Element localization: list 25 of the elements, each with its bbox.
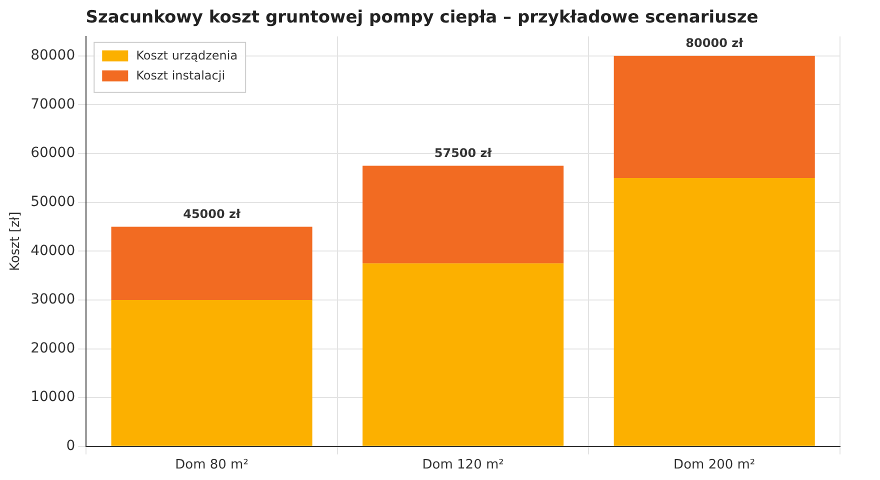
bar bbox=[111, 300, 312, 446]
total-label: 45000 zł bbox=[183, 206, 242, 221]
y-tick-label: 10000 bbox=[30, 389, 76, 406]
legend-label: Koszt instalacji bbox=[136, 68, 226, 83]
y-tick-label: 50000 bbox=[30, 194, 76, 210]
bar bbox=[362, 166, 564, 264]
x-tick-label: Dom 200 m² bbox=[674, 458, 756, 473]
y-tick-label: 70000 bbox=[30, 96, 76, 112]
bar bbox=[614, 56, 815, 178]
total-label: 57500 zł bbox=[434, 146, 492, 160]
y-tick-label: 20000 bbox=[30, 340, 76, 356]
y-tick-label: 30000 bbox=[30, 292, 76, 308]
y-tick-label: 0 bbox=[66, 438, 76, 454]
bar bbox=[111, 226, 312, 300]
y-tick-label: 80000 bbox=[30, 48, 76, 64]
x-tick-label: Dom 80 m² bbox=[175, 458, 248, 473]
chart-title: Szacunkowy koszt gruntowej pompy ciepła – przykładowe scenariusze bbox=[86, 8, 758, 28]
y-tick-label: 40000 bbox=[30, 242, 76, 259]
total-label: 80000 zł bbox=[686, 36, 744, 50]
y-tick-label: 60000 bbox=[30, 145, 76, 162]
y-axis-title: Koszt [zł] bbox=[8, 212, 24, 272]
bar bbox=[614, 178, 815, 446]
legend-label: Koszt urządzenia bbox=[136, 48, 238, 63]
x-tick-label: Dom 120 m² bbox=[422, 458, 504, 473]
bar bbox=[362, 263, 564, 446]
